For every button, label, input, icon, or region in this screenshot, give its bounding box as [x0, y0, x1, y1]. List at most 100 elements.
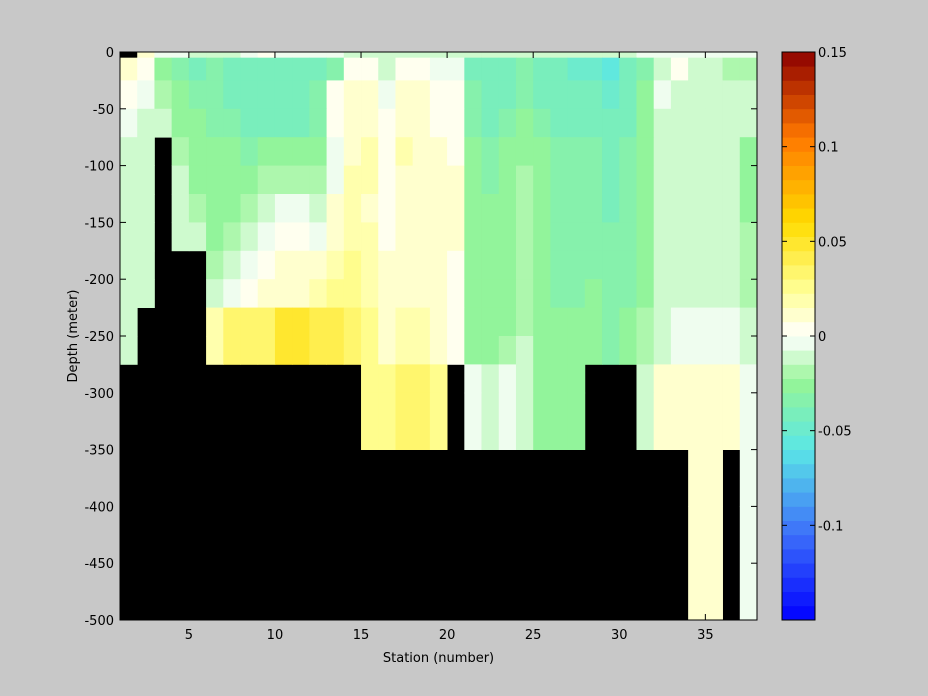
heatmap-cell [464, 80, 482, 110]
heatmap-cell [309, 279, 327, 308]
heatmap-cell [120, 137, 138, 166]
colorbar-swatch [782, 208, 815, 223]
heatmap-cell [481, 194, 500, 223]
heatmap-cell [653, 307, 672, 337]
heatmap-cell [584, 307, 603, 337]
colorbar-swatch [782, 549, 815, 564]
heatmap-cell [567, 108, 586, 138]
heatmap-cell [206, 57, 224, 81]
heatmap-cell [395, 194, 414, 223]
heatmap-cell [361, 279, 379, 308]
heatmap-cell [412, 165, 431, 195]
heatmap-cell [636, 222, 655, 252]
heatmap-cell [533, 57, 551, 81]
heatmap-cell [395, 336, 414, 365]
heatmap-cell [688, 364, 706, 394]
heatmap-cell [705, 165, 723, 195]
heatmap-cell [361, 222, 379, 252]
heatmap-cell [292, 137, 310, 166]
heatmap-cell [498, 222, 517, 252]
colorbar-tick-label: -0.1 [818, 519, 843, 534]
heatmap-cell [464, 52, 482, 59]
heatmap-cell [670, 108, 689, 138]
heatmap-cell [567, 52, 586, 59]
heatmap-cell [533, 137, 551, 166]
heatmap-cell [670, 307, 689, 337]
heatmap-cell [515, 392, 534, 450]
heatmap-cell [636, 336, 655, 365]
heatmap-cell [567, 364, 586, 394]
heatmap-cell [670, 392, 689, 450]
heatmap-cell [361, 364, 379, 394]
heatmap-cell [378, 222, 396, 252]
colorbar-ticks: 0.15 0.1 0.05 0 -0.05 -0.1 [782, 46, 852, 534]
heatmap-cell [240, 279, 259, 308]
heatmap-cell [688, 52, 706, 59]
heatmap-cell [223, 336, 241, 365]
heatmap-cell [378, 250, 396, 280]
heatmap-cell [137, 137, 155, 166]
heatmap-cell [584, 194, 603, 223]
heatmap-cell [498, 279, 517, 308]
heatmap-cell [705, 392, 723, 450]
heatmap-cell [188, 80, 207, 110]
heatmap-cell [584, 108, 603, 138]
heatmap-cell [567, 80, 586, 110]
heatmap-cell [653, 52, 672, 59]
heatmap-cell [412, 250, 431, 280]
heatmap-cell [361, 307, 379, 337]
heatmap-cell [619, 80, 637, 110]
heatmap-cell [188, 52, 207, 59]
colorbar-swatch [782, 449, 815, 465]
colorbar-swatch [782, 307, 815, 323]
x-axis-label: Station (number) [383, 651, 494, 666]
colorbar-swatch [782, 80, 815, 95]
heatmap-cell [464, 137, 482, 166]
y-tick-label: -200 [84, 273, 114, 288]
colorbar-swatch [782, 66, 815, 81]
heatmap-cell [464, 57, 482, 81]
heatmap-cell [274, 137, 293, 166]
heatmap-cell [739, 52, 758, 59]
y-tick-label: -450 [84, 557, 114, 572]
heatmap-cell [120, 80, 138, 110]
heatmap-cell [361, 250, 379, 280]
heatmap-cell [722, 108, 741, 138]
heatmap-cell [498, 194, 517, 223]
heatmap-cell [395, 392, 414, 450]
heatmap-cell [688, 137, 706, 166]
heatmap-cell [240, 57, 259, 81]
heatmap-cell [257, 165, 276, 195]
heatmap-cell [636, 364, 655, 394]
heatmap-cell [171, 137, 190, 166]
heatmap-cell [343, 165, 362, 195]
heatmap-cell [739, 506, 758, 621]
colorbar-swatch [782, 563, 815, 578]
heatmap-cell [137, 250, 155, 280]
heatmap-cell [550, 336, 569, 365]
heatmap-cell [515, 222, 534, 252]
colorbar-swatch [782, 392, 815, 408]
heatmap-cell [343, 279, 362, 308]
colorbar-swatch [782, 520, 815, 536]
heatmap-cell [171, 80, 190, 110]
heatmap-cell [223, 52, 241, 59]
heatmap-cell [171, 57, 190, 81]
heatmap-cell [257, 279, 276, 308]
colorbar-swatch [782, 492, 815, 507]
heatmap-cell [722, 137, 741, 166]
heatmap-cell [705, 57, 723, 81]
x-tick-label: 30 [611, 628, 628, 643]
heatmap-cell [240, 165, 259, 195]
heatmap-cell [223, 57, 241, 81]
heatmap-cell [292, 222, 310, 252]
heatmap-cell [464, 279, 482, 308]
heatmap-cell [567, 222, 586, 252]
heatmap-cell [223, 307, 241, 337]
heatmap-cell [705, 449, 723, 507]
heatmap-cell [602, 222, 620, 252]
heatmap-cell [533, 108, 551, 138]
heatmap-cell [498, 336, 517, 365]
heatmap-cell [206, 80, 224, 110]
